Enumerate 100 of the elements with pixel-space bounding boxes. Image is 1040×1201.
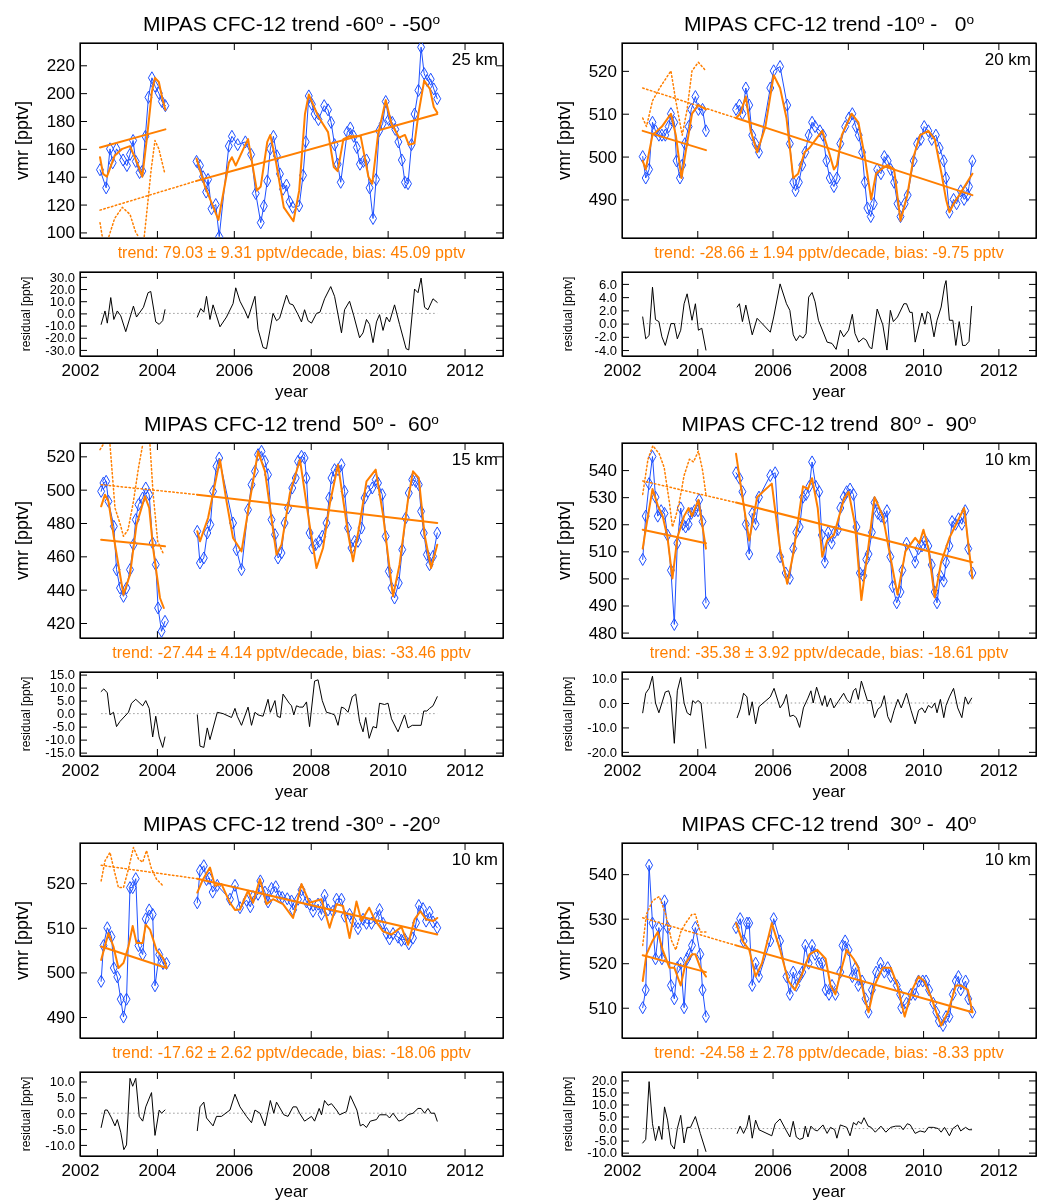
y-tick-label: 10.0	[49, 680, 75, 696]
x-tick-label: 2010	[369, 361, 408, 381]
y-tick-label: 520	[588, 954, 617, 974]
chart-title: MIPAS CFC-12 trend -30$^{o}$ - -20$^{o}$	[142, 811, 441, 835]
y-tick-label: 220	[46, 56, 75, 76]
x-axis-title: year	[812, 1182, 846, 1201]
x-tick-label: 2004	[678, 761, 717, 781]
y-axis-title: residual [pptv]	[561, 276, 575, 352]
x-tick-label: 2004	[138, 1161, 177, 1181]
y-axis-title: vmr [pptv]	[12, 100, 32, 181]
text: trend: -35.38 ± 3.92 pptv/decade, bias: -18.61 pptv	[649, 644, 1009, 661]
x-tick-label: 2010	[904, 1161, 943, 1181]
chart-title: MIPAS CFC-12 trend 80$^{o}$ - 90$^{o}$	[681, 411, 977, 435]
y-tick-label: 500	[588, 147, 617, 167]
y-tick-label: 490	[46, 1007, 75, 1027]
y-tick-label: 120	[46, 195, 75, 215]
annotation: 15 km	[451, 450, 498, 469]
y-axis-title: residual [pptv]	[19, 676, 33, 752]
x-tick-label: 2004	[678, 1161, 717, 1181]
y-axis-title: vmr [pptv]	[554, 100, 574, 181]
y-tick-label: 520	[46, 874, 75, 894]
y-tick-label: 460	[46, 547, 75, 567]
annotation: 10 km	[984, 850, 1031, 869]
y-axis-title: vmr [pptv]	[12, 900, 32, 981]
x-tick-label: 2004	[138, 361, 177, 381]
y-tick-label: -20.0	[587, 744, 617, 760]
x-tick-label: 2010	[369, 761, 408, 781]
x-axis-title: year	[812, 382, 846, 401]
x-tick-label: 2008	[829, 1161, 868, 1181]
y-tick-label: 480	[46, 513, 75, 533]
y-tick-label: -15.0	[45, 745, 75, 761]
y-tick-label: 540	[588, 865, 617, 885]
y-tick-label: 510	[588, 104, 617, 124]
x-tick-label: 2006	[754, 1161, 792, 1181]
y-tick-label: 510	[588, 998, 617, 1018]
y-axis-title: vmr [pptv]	[12, 500, 32, 581]
text: trend: 79.03 ± 9.31 pptv/decade, bias: 45.09 pptv	[117, 244, 466, 261]
x-tick-label: 2008	[292, 361, 331, 381]
y-tick-label: -10.0	[45, 732, 75, 748]
text: trend: -17.62 ± 2.62 pptv/decade, bias: -18.06 pptv	[112, 1044, 471, 1061]
x-tick-label: 2012	[979, 761, 1018, 781]
y-tick-label: -2.0	[594, 329, 617, 345]
y-tick-label: 500	[46, 480, 75, 500]
x-tick-label: 2004	[138, 761, 177, 781]
x-tick-label: 2002	[61, 1161, 100, 1181]
y-tick-label: 0.0	[598, 316, 617, 332]
y-tick-label: 10.0	[49, 1074, 75, 1090]
x-axis-title: year	[274, 382, 309, 401]
annotation: 10 km	[451, 850, 498, 869]
y-tick-label: 520	[46, 447, 75, 467]
x-tick-label: 2006	[215, 761, 254, 781]
y-axis-title: vmr [pptv]	[554, 500, 574, 581]
y-tick-label: 5.0	[56, 1090, 75, 1106]
y-tick-label: 490	[588, 596, 617, 616]
y-tick-label: 4.0	[598, 289, 617, 305]
x-tick-label: 2012	[446, 761, 484, 781]
y-tick-label: 510	[46, 918, 75, 938]
chart-title: MIPAS CFC-12 trend -60$^{o}$ - -50$^{o}$	[142, 11, 441, 35]
annotation: 25 km	[451, 50, 498, 69]
y-tick-label: 500	[46, 963, 75, 983]
x-tick-label: 2010	[904, 361, 943, 381]
y-axis-title: residual [pptv]	[561, 676, 575, 752]
x-tick-label: 2008	[292, 761, 331, 781]
x-tick-label: 2010	[904, 761, 943, 781]
y-axis-title: vmr [pptv]	[554, 900, 574, 981]
x-tick-label: 2006	[215, 361, 254, 381]
x-tick-label: 2006	[754, 361, 792, 381]
text: trend: -24.58 ± 2.78 pptv/decade, bias: -8.33 pptv	[654, 1044, 1004, 1061]
x-axis-title: year	[274, 1182, 309, 1201]
x-tick-label: 2002	[61, 361, 100, 381]
text: trend: -27.44 ± 4.14 pptv/decade, bias: -33.46 pptv	[112, 644, 471, 661]
x-tick-label: 2012	[979, 1161, 1018, 1181]
x-tick-label: 2012	[979, 361, 1018, 381]
y-tick-label: 140	[46, 167, 75, 187]
y-tick-label: 420	[46, 613, 75, 633]
x-tick-label: 2004	[678, 361, 717, 381]
chart-title: MIPAS CFC-12 trend 50$^{o}$ - 60$^{o}$	[144, 411, 440, 435]
y-tick-label: -10.0	[587, 720, 617, 736]
y-tick-label: 530	[588, 488, 617, 508]
y-tick-label: 100	[46, 223, 75, 243]
x-tick-label: 2006	[754, 761, 792, 781]
y-tick-label: 520	[588, 61, 617, 81]
y-tick-label: 0.0	[56, 706, 75, 722]
x-tick-label: 2002	[603, 1161, 642, 1181]
x-tick-label: 2008	[829, 361, 868, 381]
x-axis-title: year	[812, 782, 846, 801]
x-tick-label: 2010	[369, 1161, 408, 1181]
y-tick-label: 490	[588, 190, 617, 210]
y-tick-label: 540	[588, 461, 617, 481]
y-tick-label: -10.0	[45, 1137, 75, 1153]
y-tick-label: 10.0	[591, 671, 617, 687]
y-tick-label: 200	[46, 84, 75, 104]
y-tick-label: 180	[46, 111, 75, 131]
x-axis-title: year	[274, 782, 309, 801]
x-tick-label: 2008	[292, 1161, 331, 1181]
y-tick-label: 0.0	[56, 1105, 75, 1121]
y-tick-label: 500	[588, 569, 617, 589]
x-tick-label: 2012	[446, 361, 484, 381]
annotation: 10 km	[984, 450, 1031, 469]
y-tick-label: 520	[588, 515, 617, 535]
